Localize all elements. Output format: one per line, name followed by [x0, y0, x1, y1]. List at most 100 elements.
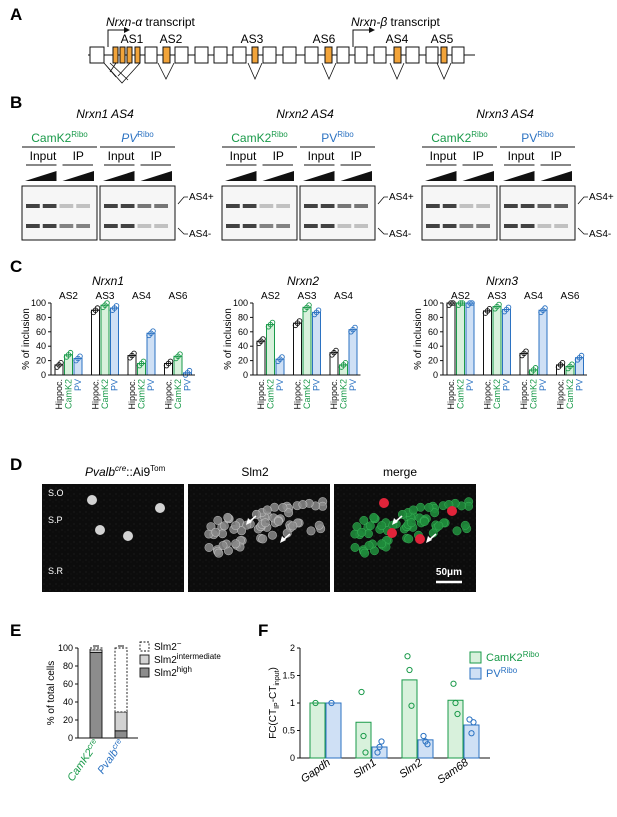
merge-nucleus — [364, 541, 374, 550]
x-category-label: PV — [275, 379, 285, 391]
gel-band-plus — [226, 204, 240, 208]
gel-band-plus — [259, 204, 274, 208]
y-axis-label: % of total cells — [46, 661, 57, 725]
ip-label: IP — [151, 149, 162, 163]
gel-band-minus — [426, 224, 440, 228]
exon — [354, 46, 368, 64]
legend-superscript: high — [177, 665, 192, 674]
x-category-label: Hippoc. — [329, 379, 339, 410]
y-tick-label: 100 — [233, 298, 248, 308]
exon — [373, 46, 387, 64]
x-category-label: Hippoc. — [446, 379, 456, 410]
splice-site-label: AS5 — [431, 32, 454, 46]
gel-band-plus — [76, 204, 90, 208]
replicate-point — [177, 351, 183, 357]
gel-cell-label: PVRibo — [321, 130, 354, 145]
inclusion-bar — [456, 302, 465, 376]
replicate-point — [406, 666, 413, 674]
panel-f: F 0 0.5 1 1.5 2 FC(CTIP-CTinput) Gapdh Slm1 Slm2… — [258, 621, 540, 786]
y-tick-label: 1 — [290, 698, 295, 708]
replicate-point — [352, 324, 358, 331]
legend-label: Slm2− — [154, 639, 182, 653]
micrograph-title-1: Pvalbcre::Ai9Tom — [85, 464, 166, 479]
slm2-nucleus — [260, 518, 270, 528]
ip-label: IP — [351, 149, 362, 163]
x-category-label: PV — [146, 379, 156, 391]
replicate-point — [67, 349, 74, 356]
exon — [262, 46, 277, 64]
gel-cell-label: CamK2Ribo — [231, 130, 288, 145]
replicate-point — [167, 358, 174, 365]
gel-band-plus — [459, 204, 474, 208]
replicate-point — [505, 304, 512, 311]
slm2-nucleus — [231, 539, 241, 549]
gel-cell-label: CamK2Ribo — [431, 130, 488, 145]
inclusion-bar — [91, 309, 100, 376]
x-category-label: CamK2 — [456, 379, 466, 409]
legend-swatch — [139, 641, 150, 652]
x-category-label: Hippoc. — [54, 379, 64, 410]
replicate-point — [378, 738, 385, 745]
alternative-exon — [134, 46, 141, 64]
merge-nucleus — [377, 521, 387, 531]
replicate-point — [420, 732, 427, 740]
gel-band-plus — [520, 204, 535, 208]
replicate-point — [315, 307, 322, 313]
replicate-point — [186, 367, 193, 374]
exon — [89, 46, 105, 64]
replicate-point — [454, 710, 461, 718]
x-category-label: Slm1 — [351, 757, 378, 781]
alternative-exon — [112, 46, 119, 64]
splice-line — [321, 62, 337, 80]
splice-site-label: AS6 — [169, 291, 188, 302]
x-category-label: PV — [110, 379, 120, 391]
gradient-triangle — [140, 171, 172, 181]
replicate-point — [131, 350, 137, 357]
gel-band-plus — [242, 204, 257, 208]
gel-band-minus — [554, 224, 568, 228]
gel-cell-label: PVRibo — [121, 130, 154, 145]
inclusion-bar — [483, 310, 492, 376]
band-pointer — [577, 227, 588, 235]
y-tick-label: 80 — [238, 312, 248, 322]
cell-type: PV — [121, 131, 138, 145]
gel-band-plus — [59, 204, 74, 208]
exon — [405, 46, 420, 64]
panel-d: D Pvalbcre::Ai9Tom Slm2 merge S.OS.PS.R 5… — [10, 455, 476, 592]
merge-nucleus — [359, 515, 369, 525]
gel-band-minus — [104, 224, 118, 228]
band-plus-label: AS4+ — [389, 192, 414, 203]
x-category-label: Pvalbcre — [94, 736, 128, 776]
x-category-label: PV — [312, 379, 322, 391]
gel-image — [299, 185, 376, 241]
panel-label-f: F — [258, 621, 268, 640]
replicate-point — [328, 699, 335, 707]
ribo-superscript: Ribo — [71, 130, 88, 139]
cell-type: CamK2 — [31, 131, 71, 145]
pv-cell-red — [379, 498, 389, 508]
inclusion-bar — [492, 306, 502, 376]
gel-cell-label: PVRibo — [521, 130, 554, 145]
legend-swatch — [469, 651, 482, 664]
gel-band-minus — [520, 224, 535, 228]
merge-nucleus — [350, 543, 360, 552]
y-tick-label: 100 — [31, 298, 46, 308]
gradient-triangle — [225, 171, 257, 181]
gel-band-minus — [304, 224, 318, 228]
gel-band-minus — [154, 224, 168, 228]
alternative-exon — [251, 46, 259, 64]
pv-cell — [95, 525, 105, 535]
fc-bar — [325, 702, 342, 759]
input-label: Input — [30, 149, 57, 163]
legend-swatch — [469, 667, 482, 680]
merge-nucleus — [365, 521, 375, 531]
legend-swatch — [139, 654, 150, 665]
splice-site-label: AS2 — [261, 291, 280, 302]
inclusion-bar — [302, 306, 312, 376]
inclusion-bar — [348, 329, 358, 376]
merge-nucleus — [360, 548, 370, 558]
